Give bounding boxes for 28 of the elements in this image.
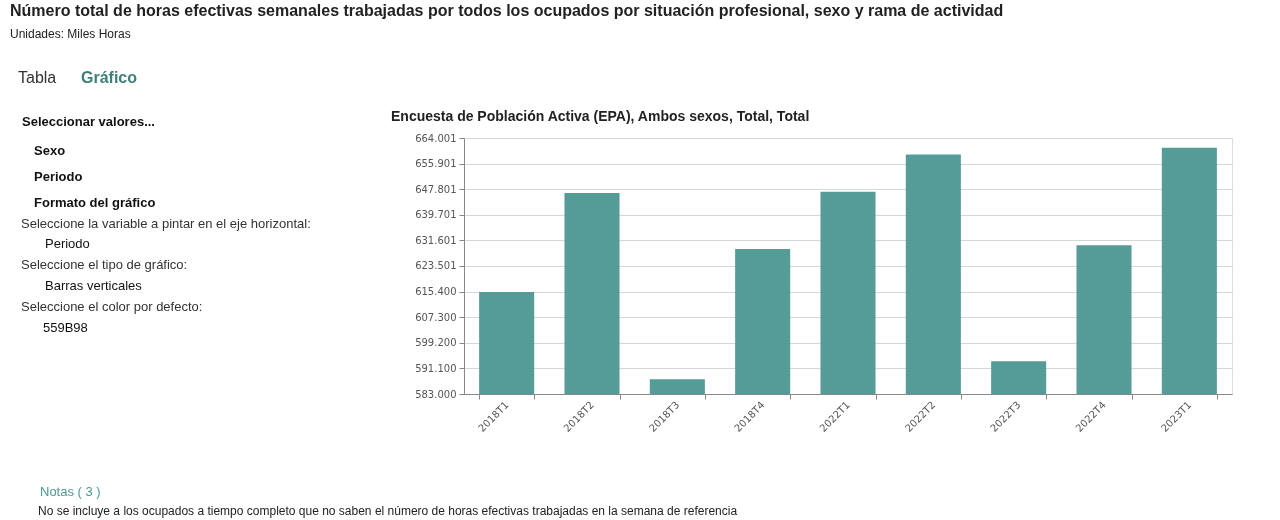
text: Seleccione la variable a pintar en el eje horizontal:: [21, 216, 311, 231]
y-tick-label: 631.601: [415, 234, 457, 246]
text: Periodo: [45, 236, 90, 251]
text: Unidades: Miles Horas: [10, 27, 131, 41]
y-tick-label: 664.001: [415, 132, 457, 144]
text: Periodo: [34, 169, 83, 184]
y-tick-label: 647.801: [415, 183, 457, 195]
y-tick-label: 623.501: [415, 260, 457, 272]
text: 559B98: [43, 320, 88, 335]
y-tick-label: 583.000: [415, 388, 457, 400]
text: Encuesta de Población Activa (EPA), Ambos sexos, Total, Total: [391, 108, 810, 124]
y-tick-label: 607.300: [415, 311, 457, 323]
chart-title: Número total de horas efectivas semanales trabajadas por todos los ocupados por situación profesional, sexo y rama de actividad: [10, 2, 1004, 19]
y-tick-label: 639.701: [415, 209, 457, 221]
text: Formato del gráfico: [34, 195, 156, 210]
y-tick-label: 615.400: [415, 286, 457, 298]
text: Seleccione el tipo de gráfico:: [21, 257, 188, 272]
y-tick-label: 655.901: [415, 158, 457, 170]
text: Tabla: [18, 69, 57, 86]
text: Sexo: [34, 143, 66, 158]
y-tick-label: 599.200: [415, 337, 457, 349]
text: Seleccionar valores...: [22, 114, 155, 129]
text: Seleccione el color por defecto:: [21, 299, 203, 314]
text: Gráfico: [81, 69, 138, 86]
text: No se incluye a los ocupados a tiempo completo que no saben el número de horas efectivas trabajadas en la semana de referencia: [38, 504, 738, 518]
text: Notas ( 3 ): [40, 484, 101, 499]
text: Barras verticales: [45, 278, 143, 293]
y-tick-label: 591.100: [415, 362, 457, 374]
